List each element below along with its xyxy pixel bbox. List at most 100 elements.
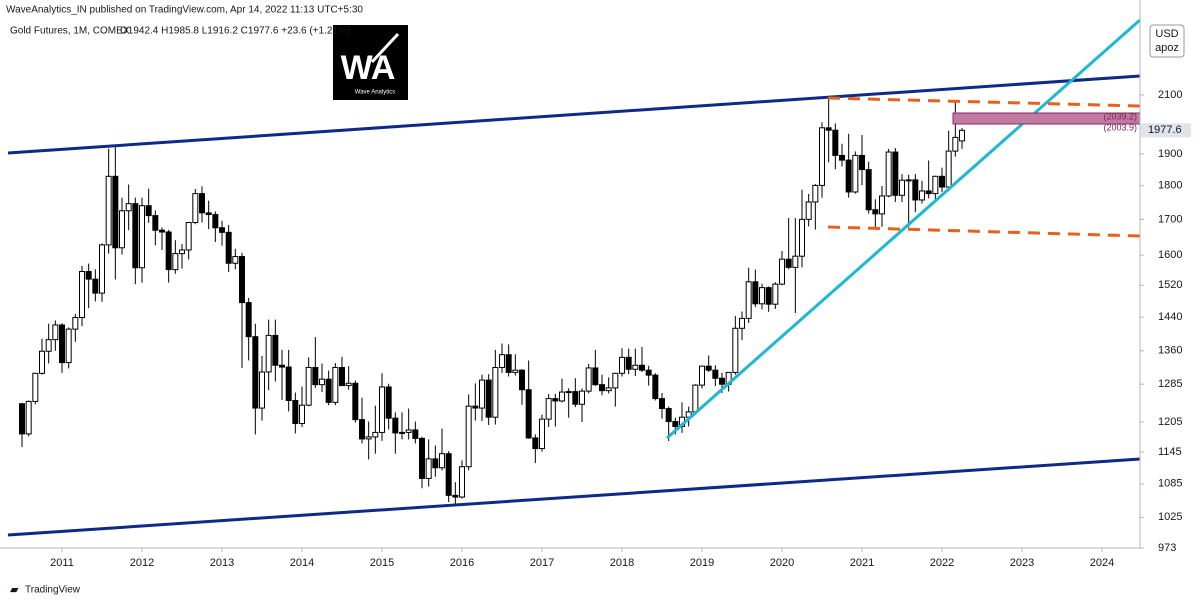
x-tick-label: 2017 (530, 557, 554, 569)
candle-body (272, 334, 279, 366)
candle-body (85, 271, 92, 280)
candle-body (879, 195, 885, 215)
candle-body (805, 201, 812, 220)
candle-body (432, 458, 439, 469)
candle-body (919, 190, 925, 201)
candle-body (199, 193, 205, 214)
candle-body (512, 369, 519, 373)
candle-body (799, 218, 805, 257)
candle-body (952, 136, 959, 152)
symbol: Gold Futures, 1M, COMEX (10, 26, 130, 37)
candle-body (179, 249, 185, 255)
candle-body (439, 453, 445, 469)
candle-body (499, 354, 505, 368)
candle-body (205, 212, 212, 216)
x-tick-label: 2019 (690, 557, 714, 569)
candle-body (559, 391, 565, 402)
candle-body (945, 150, 952, 188)
channel-lower (7, 457, 1141, 537)
footer-bar (0, 578, 1200, 603)
y-tick-label: 1600 (1158, 249, 1182, 261)
candle-body (105, 175, 112, 246)
candle-body (739, 317, 745, 329)
candle-body (259, 371, 265, 409)
candle-body (79, 271, 85, 319)
candle-body (192, 193, 199, 224)
y-tick-label: 1205 (1158, 416, 1182, 428)
candle-body (385, 386, 392, 419)
candle-body (619, 356, 625, 374)
candles (19, 98, 965, 506)
candle-body (399, 431, 405, 434)
scale-note: apoz (1155, 42, 1179, 54)
y-tick-label: 1285 (1158, 378, 1182, 390)
candle-body (872, 209, 879, 215)
x-tick-label: 2018 (610, 557, 634, 569)
candle-body (825, 127, 832, 131)
candle-body (405, 429, 412, 433)
candle-body (712, 369, 719, 379)
candle-body (785, 258, 792, 268)
candle-body (185, 222, 192, 251)
candle-body (359, 419, 365, 440)
logo-name: Wave Analytics (355, 90, 395, 96)
last-price-tag (1141, 123, 1191, 138)
candle-body (285, 366, 292, 401)
candle-body (485, 379, 492, 418)
x-tick-label: 2016 (450, 557, 474, 569)
candle-body (832, 129, 839, 156)
y-tick-label: 1440 (1158, 311, 1182, 323)
candle-body (245, 302, 252, 338)
candle-body (225, 231, 232, 264)
candle-body (719, 377, 725, 385)
candle-body (632, 364, 639, 370)
candle-body (779, 258, 785, 285)
candle-body (339, 366, 345, 387)
candle-body (252, 336, 259, 409)
candle-body (492, 366, 499, 418)
candle-body (659, 398, 665, 410)
candle-body (652, 374, 659, 400)
x-tick-label: 2012 (130, 557, 154, 569)
last-price-label: 1977.6 (1148, 124, 1182, 136)
quote: O1942.4 H1985.8 L1916.2 C1977.6 +23.6 (+… (120, 26, 350, 37)
candle-body (212, 214, 219, 229)
candle-body (885, 151, 892, 197)
candle-body (32, 372, 39, 402)
candle-body (365, 436, 372, 440)
candle-body (145, 205, 152, 217)
candle-body (645, 369, 652, 376)
currency-box[interactable] (1149, 24, 1185, 58)
y-tick-label: 1025 (1158, 511, 1182, 523)
candle-body (65, 328, 72, 364)
candle-body (505, 354, 512, 373)
candle-body (299, 404, 305, 425)
candle-body (865, 169, 872, 211)
candle-body (232, 256, 239, 264)
candle-body (479, 379, 485, 409)
range-top (827, 96, 1141, 108)
candle-body (525, 389, 532, 439)
candle-body (665, 408, 672, 423)
candle-body (752, 281, 759, 305)
candle-body (532, 437, 539, 450)
candle-body (579, 390, 585, 405)
trend-line (666, 18, 1141, 440)
candle-body (585, 367, 592, 392)
candle-body (125, 203, 132, 212)
candle-body (412, 429, 419, 439)
candle-body (839, 154, 845, 161)
candle-body (639, 364, 645, 371)
candle-body (599, 384, 605, 392)
candle-body (859, 154, 865, 171)
candle-body (472, 405, 479, 409)
candle-body (132, 203, 139, 269)
candle-body (112, 175, 119, 249)
candle-body (139, 205, 145, 269)
candle-body (345, 382, 352, 387)
candle-body (119, 210, 125, 249)
candle-body (552, 398, 559, 402)
